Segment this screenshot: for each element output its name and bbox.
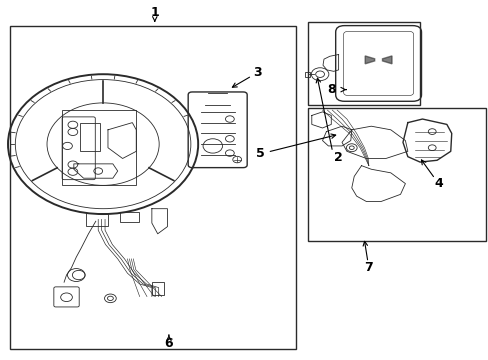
Bar	[10, 26, 295, 348]
Text: 5: 5	[256, 147, 264, 160]
Bar	[307, 108, 485, 241]
Polygon shape	[365, 56, 374, 64]
Bar	[305, 72, 310, 77]
Text: 8: 8	[327, 83, 335, 96]
Bar	[61, 110, 136, 185]
Text: 1: 1	[150, 6, 159, 19]
Text: 3: 3	[253, 66, 262, 79]
Text: 6: 6	[164, 337, 173, 350]
Bar	[307, 22, 419, 105]
Bar	[86, 213, 108, 226]
Text: 2: 2	[333, 151, 342, 164]
Text: 7: 7	[364, 261, 372, 274]
Polygon shape	[382, 56, 391, 64]
Bar	[120, 212, 139, 222]
Bar	[152, 282, 163, 295]
Text: 4: 4	[433, 177, 442, 190]
Bar	[80, 123, 100, 151]
